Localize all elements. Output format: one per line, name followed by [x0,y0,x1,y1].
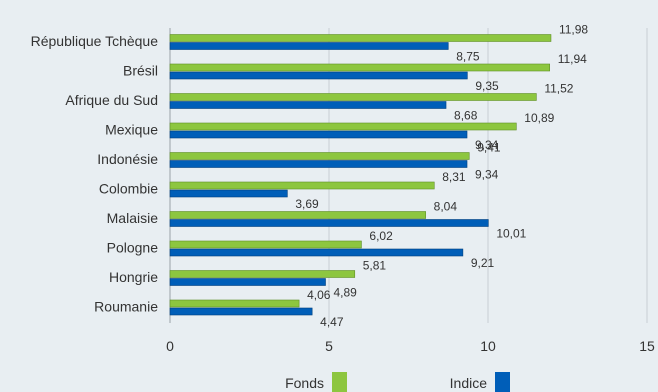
category-label-afrique-du-sud: Afrique du Sud [65,92,158,108]
data-label-fonds-mexique: 10,89 [524,111,554,125]
data-label-indice-br-sil: 9,35 [475,79,499,93]
category-label-br-sil: Brésil [123,63,158,79]
bar-indice-afrique-du-sud [169,101,447,109]
category-label-hongrie: Hongrie [109,269,158,285]
data-label-fonds-roumanie: 4,06 [307,288,331,302]
x-tick-label-10: 10 [480,338,496,354]
bar-fonds-colombie [169,181,435,190]
x-tick-label-15: 15 [639,338,655,354]
data-label-fonds-colombie: 8,31 [442,170,466,184]
data-label-indice-hongrie: 4,89 [334,286,358,300]
data-label-fonds-br-sil: 11,94 [558,52,587,66]
data-label-fonds-r-publique-tch-que: 11,98 [559,23,588,37]
category-label-pologne: Pologne [107,240,159,256]
bar-fonds-indon-sie [169,152,470,160]
data-label-indice-pologne: 9,21 [471,256,495,270]
x-tick-label-0: 0 [166,338,174,354]
data-label-indice-afrique-du-sud: 8,68 [454,109,478,123]
bar-fonds-pologne [169,240,362,249]
legend-swatch-indice [495,372,510,392]
bar-fonds-afrique-du-sud [169,93,537,101]
data-label-indice-mexique: 9,34 [475,138,499,152]
data-label-fonds-indon-sie: 9,41 [477,141,501,155]
bar-indice-colombie [169,189,288,198]
bar-fonds-br-sil [169,63,550,72]
legend-label-fonds: Fonds [285,375,324,391]
bar-indice-br-sil [169,71,468,80]
category-label-r-publique-tch-que: République Tchèque [31,33,159,49]
bar-fonds-malaisie [169,211,426,219]
category-label-colombie: Colombie [99,181,158,197]
bar-fonds-roumanie [169,299,300,308]
category-label-malaisie: Malaisie [107,210,159,226]
data-label-indice-colombie: 3,69 [295,197,319,211]
bar-fonds-hongrie [169,270,356,278]
category-label-roumanie: Roumanie [94,299,158,315]
data-label-fonds-hongrie: 5,81 [363,259,387,273]
bar-fonds-r-publique-tch-que [169,34,552,42]
legend-label-indice: Indice [450,375,488,391]
bar-indice-indon-sie [169,160,468,168]
x-tick-label-5: 5 [325,338,333,354]
bar-indice-pologne [169,248,464,257]
data-label-indice-r-publique-tch-que: 8,75 [456,50,480,64]
legend-swatch-fonds [332,372,347,392]
bar-indice-malaisie [169,219,489,227]
category-label-mexique: Mexique [105,122,158,138]
bar-indice-mexique [169,130,468,139]
data-label-fonds-afrique-du-sud: 11,52 [544,82,573,96]
data-label-indice-roumanie: 4,47 [320,315,344,329]
data-label-indice-indon-sie: 9,34 [475,168,499,182]
data-label-indice-malaisie: 10,01 [496,227,526,241]
category-label-indon-sie: Indonésie [97,151,158,167]
data-label-fonds-malaisie: 8,04 [434,200,458,214]
bar-indice-r-publique-tch-que [169,42,449,50]
bar-indice-hongrie [169,278,326,286]
data-label-fonds-pologne: 6,02 [369,229,393,243]
bar-fonds-mexique [169,122,517,131]
bar-indice-roumanie [169,307,313,316]
